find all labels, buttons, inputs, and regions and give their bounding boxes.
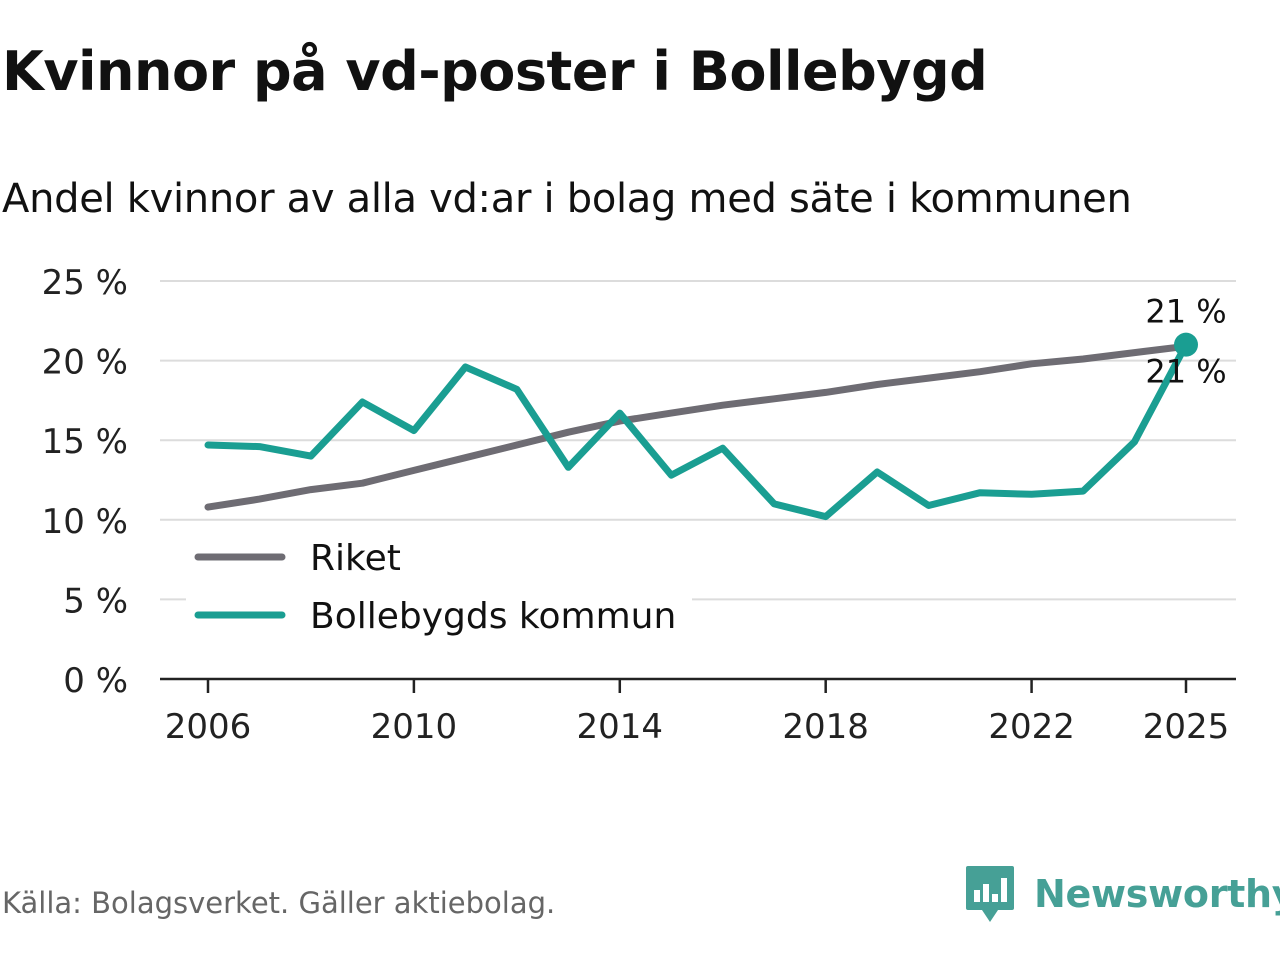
source-note: Källa: Bolagsverket. Gäller aktiebolag.	[2, 886, 556, 920]
end-markers: 21 % 21 %	[1145, 293, 1226, 391]
x-tick-label: 2006	[165, 707, 252, 747]
x-tick-label: 2025	[1143, 707, 1230, 747]
legend-background	[186, 530, 692, 650]
data-label-riket: 21 %	[1145, 353, 1226, 391]
chart-title: Kvinnor på vd-poster i Bollebygd	[2, 40, 988, 103]
end-point-marker	[1174, 332, 1198, 357]
line-chart: 0 %5 %10 %15 %20 %25 % 2006 2010 2014 2018 2…	[42, 263, 1236, 747]
series-line-riket	[204, 342, 1190, 511]
x-tick-label: 2022	[988, 707, 1075, 747]
chart-subtitle: Andel kvinnor av alla vd:ar i bolag med …	[2, 176, 1132, 222]
y-axis-tick-labels: 0 % 5 % 10 % 15 % 20 % 25 %	[42, 263, 128, 701]
legend-label-riket: Riket	[310, 538, 401, 579]
legend: Riket Bollebygds kommun	[186, 530, 692, 650]
y-tick-label: 5 %	[63, 581, 128, 621]
x-tick-label: 2014	[577, 707, 664, 747]
legend-label-bollebygd: Bollebygds kommun	[310, 596, 676, 637]
y-tick-label: 20 %	[42, 343, 128, 383]
y-tick-label: 10 %	[42, 502, 128, 542]
series-lines	[204, 341, 1190, 521]
newsworthy-logo-icon	[966, 866, 1014, 922]
y-tick-label: 0 %	[63, 661, 128, 701]
brand: Newsworthy	[964, 864, 1280, 924]
y-tick-label: 25 %	[42, 263, 128, 303]
x-tick-label: 2018	[782, 707, 869, 747]
y-tick-label: 15 %	[42, 422, 128, 462]
x-axis-ticks: 2006 2010 2014 2018 2022 2025	[165, 679, 1230, 747]
x-tick-label: 2010	[371, 707, 458, 747]
brand-name: Newsworthy	[1034, 872, 1280, 916]
series-line-bollebygd	[204, 341, 1190, 521]
data-label-bollebygd: 21 %	[1145, 293, 1226, 331]
